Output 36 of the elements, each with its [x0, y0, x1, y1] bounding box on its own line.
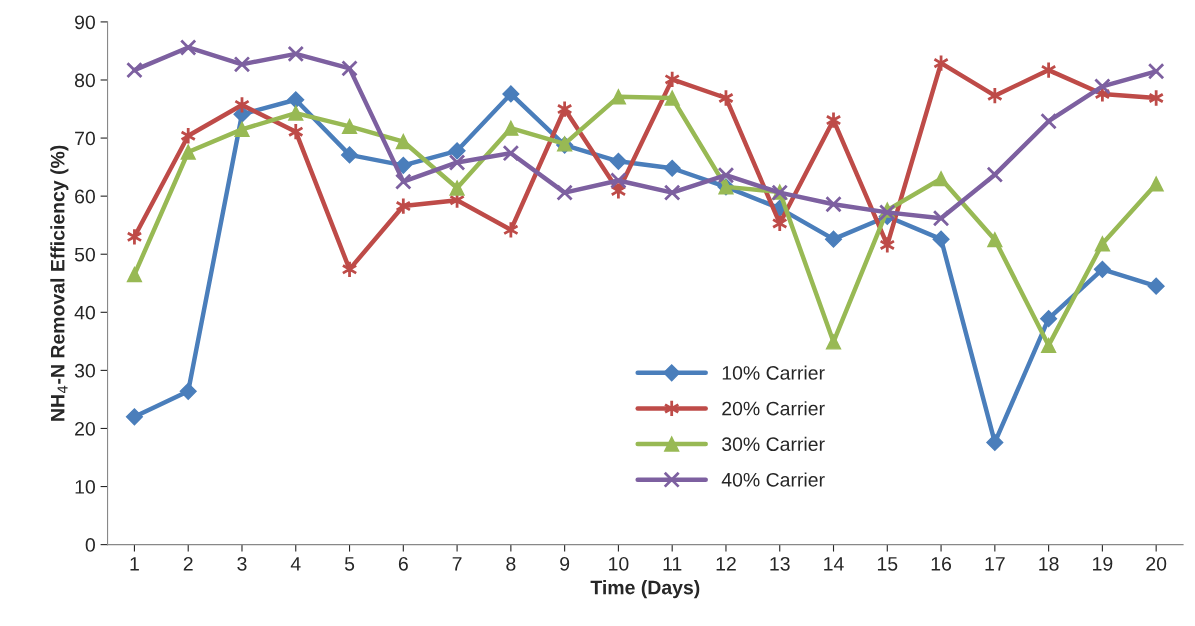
x-tick-label: 6 [398, 556, 408, 571]
x-tick-label: 9 [560, 556, 570, 571]
x-tick-label: 19 [1093, 556, 1113, 571]
legend-label: 20% Carrier [722, 401, 825, 416]
y-tick-label: 40 [74, 305, 95, 320]
legend-label: 30% Carrier [722, 436, 825, 452]
x-tick-label: 5 [344, 557, 355, 571]
legend-label: 10% Carrier [722, 365, 825, 380]
legend-label: 40% Carrier [721, 472, 825, 487]
x-tick-label: 1 [130, 557, 139, 571]
x-tick-label: 11 [663, 557, 682, 571]
y-tick-label: 0 [85, 538, 95, 552]
y-tick-label: 60 [75, 189, 95, 204]
x-tick-label: 2 [183, 556, 193, 571]
y-tick-label: 30 [74, 363, 95, 378]
y-tick-label: 90 [75, 15, 95, 30]
x-tick-label: 14 [824, 557, 844, 571]
x-tick-label: 16 [931, 556, 952, 571]
y-axis-title: NH$_{4}$-N Removal Efficiency (%) [50, 145, 69, 421]
x-tick-label: 8 [506, 556, 516, 571]
x-tick-label: 20 [1146, 556, 1167, 571]
y-tick-label: 20 [75, 421, 95, 436]
x-tick-label: 10 [609, 556, 629, 571]
x-tick-label: 4 [290, 557, 301, 571]
x-tick-label: 18 [1039, 556, 1059, 571]
y-tick-label: 10 [75, 480, 95, 494]
x-axis-title: Time (Days) [590, 580, 700, 599]
x-tick-label: 13 [770, 556, 790, 571]
y-tick-label: 50 [74, 247, 95, 262]
x-tick-label: 17 [985, 557, 1005, 571]
y-tick-label: 80 [74, 73, 95, 88]
x-tick-label: 3 [237, 556, 247, 571]
x-tick-label: 7 [452, 557, 462, 571]
y-tick-label: 70 [75, 131, 95, 146]
x-tick-label: 12 [716, 556, 736, 571]
x-tick-label: 15 [877, 557, 898, 571]
